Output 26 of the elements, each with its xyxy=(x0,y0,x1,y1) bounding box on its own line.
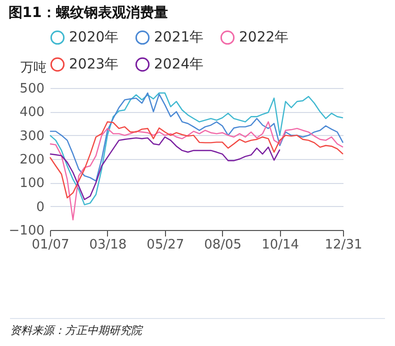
x-tick-label: 10/14 xyxy=(262,238,300,252)
line-series xyxy=(49,136,280,200)
text: 资料来源：方正中期研究院 xyxy=(10,323,144,338)
y-tick-label: 200 xyxy=(20,152,44,168)
x-tick-label: 12/31 xyxy=(324,238,362,252)
chart-title: 图11：螺纹钢表观消费量 xyxy=(8,5,168,21)
line-series xyxy=(49,121,344,198)
x-tick-label: 08/05 xyxy=(204,238,242,252)
x-tick-label: 05/27 xyxy=(146,238,184,252)
y-tick-label: 100 xyxy=(20,176,44,192)
y-axis-title: 万吨 xyxy=(20,60,46,76)
y-tick-label: 300 xyxy=(20,128,44,144)
legend-label: 2021年 xyxy=(154,30,204,46)
line-series xyxy=(49,121,344,220)
legend-label: 2024年 xyxy=(154,56,204,72)
x-tick-label: 03/18 xyxy=(89,238,127,252)
legend-label: 2020年 xyxy=(69,30,119,46)
y-tick-label: −100 xyxy=(8,224,44,238)
legend-label: 2023年 xyxy=(69,56,119,72)
y-tick-label: 0 xyxy=(36,200,44,215)
line-series xyxy=(49,92,344,182)
y-tick-label: 400 xyxy=(20,105,44,120)
x-tick-label: 01/07 xyxy=(32,238,70,252)
line-series xyxy=(49,92,344,206)
y-tick-label: 500 xyxy=(20,82,44,96)
legend-label: 2022年 xyxy=(239,30,289,46)
